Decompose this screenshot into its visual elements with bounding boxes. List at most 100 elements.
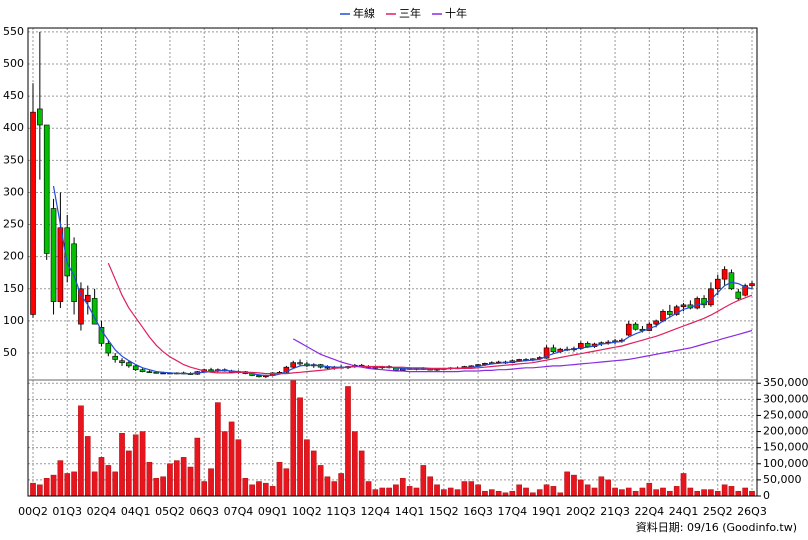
candle-body [153, 371, 160, 374]
volume-bar [276, 461, 283, 497]
candle-body [680, 304, 687, 308]
x-tick-label: 17Q4 [498, 505, 528, 518]
volume-bar [495, 490, 502, 497]
volume-bar [112, 471, 118, 497]
footer: 資料日期: 09/16 (Goodinfo.tw) [636, 520, 797, 534]
y2-tick-label: 250,000 [763, 408, 808, 421]
volume-bar [612, 487, 618, 497]
candle-body [543, 347, 550, 359]
x-tick-label: 09Q1 [258, 505, 288, 518]
volume-bar [584, 484, 591, 497]
volume-bar [536, 489, 543, 497]
candle-body [721, 269, 728, 280]
candle-body [749, 283, 755, 286]
candle-body [37, 108, 43, 126]
volume-bar [235, 439, 242, 497]
volume-bar [619, 489, 625, 497]
volume-bar [304, 439, 310, 497]
volume-bar [427, 476, 433, 497]
candle-body [57, 227, 64, 302]
x-tick-label: 22Q4 [634, 505, 664, 518]
volume-bar [372, 489, 379, 497]
candle-body [84, 294, 91, 302]
volume-bar [488, 489, 495, 497]
candle-body [735, 291, 742, 299]
candle-body [728, 272, 735, 290]
volume-bar [420, 465, 427, 497]
candle-body [208, 369, 214, 372]
candle-body [742, 285, 748, 296]
volume-bar [454, 489, 461, 497]
volume-bar [667, 490, 673, 497]
volume-bar [475, 484, 481, 497]
volume-bar [98, 457, 105, 497]
volume-bar [50, 474, 57, 497]
volume-bar [331, 481, 338, 497]
volume-bar [310, 450, 317, 497]
volume-bar [30, 482, 36, 497]
volume-bar [317, 465, 324, 497]
volume-bar [653, 489, 659, 497]
volume-bar [447, 487, 454, 497]
candle-body [324, 366, 331, 369]
plot-frame [27, 27, 758, 497]
volume-bar [187, 466, 194, 497]
candle-body [30, 111, 36, 315]
x-tick-label: 07Q4 [224, 505, 254, 518]
x-tick-label: 25Q2 [703, 505, 733, 518]
volume-bar [37, 484, 43, 497]
volume-bar [126, 450, 132, 497]
x-tick-label: 21Q3 [600, 505, 630, 518]
volume-bar [523, 487, 529, 497]
y-tick-label: 100 [3, 314, 24, 327]
volume-bar [132, 434, 139, 497]
x-tick-label: 14Q1 [395, 505, 425, 518]
candle-body [584, 343, 591, 347]
x-tick-label: 26Q3 [737, 505, 767, 518]
volume-bar [71, 471, 77, 497]
candle-body [78, 288, 84, 325]
volume-bar [646, 482, 653, 497]
y-tick-label: 50 [3, 346, 17, 359]
volume-bar [632, 490, 639, 497]
volume-bar [160, 476, 166, 497]
x-tick-label: 00Q2 [18, 505, 48, 518]
volume-bar [660, 487, 666, 497]
candle-body [632, 323, 639, 330]
volume-bar [78, 405, 84, 497]
x-tick-label: 24Q1 [669, 505, 699, 518]
volume-bar [571, 474, 577, 497]
volume-bar [605, 479, 611, 497]
volume-bar [365, 481, 372, 497]
candle-body [132, 365, 139, 371]
candle-body [290, 362, 297, 368]
y2-tick-label: 350,000 [763, 376, 808, 389]
volume-bar [694, 490, 701, 497]
candle-body [653, 320, 659, 325]
volume-bar [173, 460, 180, 497]
volume-bar [735, 490, 742, 497]
candle-body [283, 366, 290, 373]
candle-body [119, 360, 125, 363]
volume-bar [119, 432, 125, 497]
volume-bar [516, 484, 522, 497]
volume-bar [461, 481, 468, 497]
volume-bar [167, 463, 173, 497]
volume-bar [269, 486, 276, 497]
candle-body [673, 306, 680, 315]
x-tick-label: 10Q2 [292, 505, 322, 518]
candle-body [667, 310, 673, 315]
candle-body [71, 243, 77, 302]
y-tick-label: 400 [3, 121, 24, 134]
volume-bar [482, 490, 488, 497]
volume-bar [673, 486, 680, 497]
ma-line [107, 262, 753, 375]
x-tick-label: 02Q4 [87, 505, 117, 518]
volume-bar [598, 476, 605, 497]
candle-body [126, 362, 132, 367]
x-tick-label: 11Q3 [326, 505, 356, 518]
volume-bar [441, 489, 447, 497]
candle-body [50, 208, 57, 302]
volume-bar [358, 450, 365, 497]
volume-bar [180, 457, 187, 497]
